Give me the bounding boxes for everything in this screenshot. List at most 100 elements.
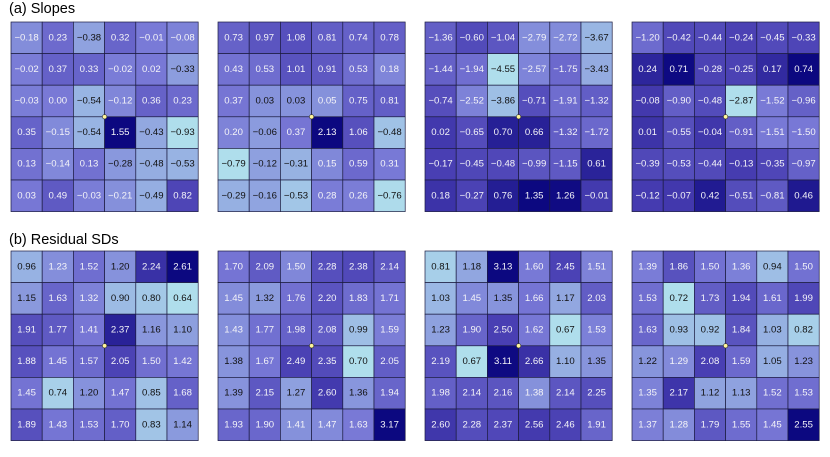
- cell-label: 1.13: [732, 388, 751, 399]
- heatmap-cell: [217, 345, 250, 378]
- cell-label: 3.13: [494, 261, 513, 272]
- heatmap-cell: [41, 250, 74, 283]
- cell-label: 1.43: [48, 419, 67, 430]
- center-marker: [516, 114, 522, 120]
- cell-label: 0.02: [431, 127, 450, 138]
- cell-label: 1.20: [111, 261, 130, 272]
- heatmap-cell: [424, 250, 457, 283]
- center-marker: [309, 114, 315, 120]
- cell-label: −1.91: [553, 96, 577, 107]
- heatmap-cell: [455, 148, 488, 181]
- heatmap-cell: [166, 282, 199, 315]
- heatmap-cell: [725, 53, 758, 86]
- cell-label: 2.45: [556, 261, 575, 272]
- cell-label: −0.12: [635, 190, 659, 201]
- cell-label: 0.81: [318, 32, 337, 43]
- cell-label: 1.99: [794, 293, 813, 304]
- heatmap-cell: [342, 116, 375, 149]
- heatmap-cell: [424, 116, 457, 149]
- heatmap-cell: [217, 179, 250, 212]
- heatmap-cell: [280, 313, 312, 347]
- heatmap-cell: [518, 408, 551, 441]
- cell-label: 1.20: [80, 388, 99, 399]
- cell-label: 1.50: [287, 261, 306, 272]
- heatmap-cell: [166, 21, 199, 54]
- cell-label: −1.36: [428, 32, 452, 43]
- heatmap-cell: [166, 53, 199, 86]
- cell-label: 1.01: [287, 64, 306, 75]
- cell-label: 2.46: [556, 419, 575, 430]
- cell-label: 2.24: [142, 261, 161, 272]
- cell-label: −0.44: [698, 32, 723, 43]
- heatmap-cell: [518, 21, 551, 54]
- heatmap-cell: [424, 84, 457, 118]
- heatmap-panel: 0.81 1.18 3.13 1.60 2.45 1.51 1.03 1.45 1.35 1.66…: [424, 250, 613, 441]
- cell-label: 0.66: [525, 127, 544, 138]
- cell-label: −0.48: [377, 127, 401, 138]
- cell-label: 1.57: [80, 356, 99, 367]
- cell-label: 0.73: [224, 32, 243, 43]
- cell-label: 0.13: [80, 159, 99, 170]
- cell-label: 1.53: [80, 419, 99, 430]
- heatmap-cell: [631, 282, 664, 315]
- cell-label: 1.23: [794, 356, 813, 367]
- heatmap-cell: [248, 116, 281, 149]
- cell-label: −0.27: [460, 190, 484, 201]
- heatmap-cell: [135, 408, 168, 441]
- cell-label: 1.45: [17, 388, 36, 399]
- heatmap-cell: [41, 84, 74, 118]
- heatmap-cell: [73, 250, 105, 283]
- cell-label: 1.70: [111, 419, 130, 430]
- cell-label: 2.60: [431, 419, 450, 430]
- cell-label: 2.14: [556, 388, 575, 399]
- heatmap-cell: [217, 313, 250, 347]
- cell-label: 1.23: [48, 261, 67, 272]
- cell-label: 1.36: [349, 388, 368, 399]
- heatmap-cell: [10, 313, 43, 347]
- heatmap-cell: [455, 21, 488, 54]
- heatmap-cell: [424, 345, 457, 378]
- cell-label: 1.45: [48, 356, 67, 367]
- cell-label: 2.08: [318, 325, 337, 336]
- cell-label: 0.74: [48, 388, 67, 399]
- cell-label: −0.14: [46, 159, 71, 170]
- cell-label: −0.96: [791, 96, 815, 107]
- heatmap-cell: [217, 53, 250, 86]
- heatmap-cell: [41, 116, 74, 149]
- heatmap-cell: [104, 84, 137, 118]
- heatmap-cell: [662, 53, 695, 86]
- cell-label: 1.35: [587, 356, 606, 367]
- heatmap-cell: [135, 179, 168, 212]
- cell-label: 0.31: [380, 159, 399, 170]
- cell-label: 2.05: [111, 356, 130, 367]
- cell-label: 1.29: [669, 356, 688, 367]
- heatmap-cell: [248, 250, 281, 283]
- heatmap-cell: [41, 21, 74, 54]
- heatmap-cell: [166, 179, 199, 212]
- heatmap-cell: [518, 313, 551, 347]
- heatmap-cell: [518, 53, 551, 86]
- heatmap-panel: −1.36 −0.60 −1.04 −2.79 −2.72 −3.67 −1.44 −1.94…: [424, 21, 613, 212]
- heatmap-cell: [217, 148, 250, 181]
- heatmap-cell: [580, 179, 613, 212]
- cell-label: −0.08: [635, 96, 659, 107]
- heatmap-cell: [662, 84, 695, 118]
- cell-label: 1.17: [556, 293, 575, 304]
- cell-label: 1.50: [794, 261, 813, 272]
- center-marker: [309, 343, 315, 349]
- heatmap-cell: [549, 250, 582, 283]
- heatmap-cell: [424, 21, 457, 54]
- heatmap-cell: [631, 313, 664, 347]
- cell-label: 0.70: [349, 356, 368, 367]
- heatmap-cell: [10, 282, 43, 315]
- cell-label: 2.37: [111, 325, 130, 336]
- cell-label: 1.47: [111, 388, 130, 399]
- cell-label: 0.78: [380, 32, 399, 43]
- heatmap-cell: [342, 282, 375, 315]
- heatmap-cell: [248, 313, 281, 347]
- center-marker: [723, 114, 729, 120]
- heatmap-cell: [580, 282, 613, 315]
- heatmap-cell: [580, 116, 613, 149]
- cell-label: 1.52: [763, 388, 782, 399]
